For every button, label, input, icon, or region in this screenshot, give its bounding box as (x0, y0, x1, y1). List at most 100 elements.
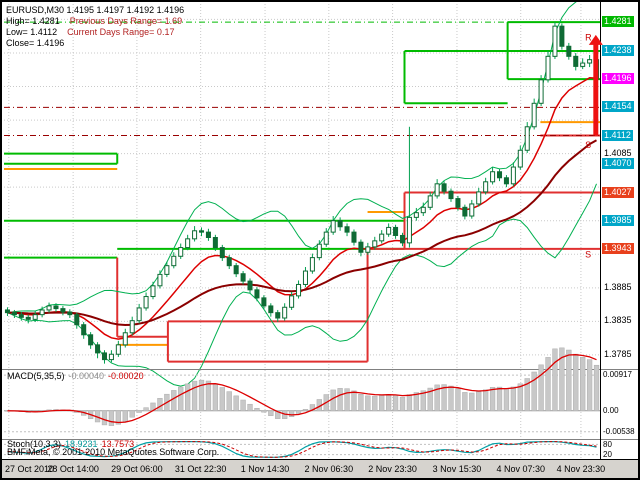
candle-body (496, 171, 503, 179)
price-label: 1.4281 (602, 16, 634, 28)
macd-histogram-bar (476, 391, 482, 412)
candle-body (462, 206, 468, 217)
candle-body (282, 306, 288, 319)
price-label: 1.3943 (602, 242, 634, 254)
macd-histogram-bar (469, 392, 475, 412)
macd-histogram-bar (496, 386, 503, 412)
candle-body (95, 344, 101, 354)
candle-body (53, 305, 59, 310)
candle-body (427, 195, 433, 208)
macd-histogram-bar (448, 385, 454, 412)
signal-arrow-head (588, 34, 603, 45)
candle-body (517, 149, 523, 168)
candle-body (88, 334, 94, 346)
macd-histogram-bar (268, 410, 274, 416)
macd-histogram-bar (573, 353, 579, 412)
candle-body (74, 314, 80, 326)
macd-histogram-bar (538, 364, 544, 412)
macd-histogram-bar (566, 349, 572, 412)
candle-body (483, 181, 489, 193)
macd-histogram-bar (288, 410, 295, 417)
time-axis[interactable]: 27 Oct 2010 28 Oct 14:00 29 Oct 06:00 31 Oc… (2, 459, 638, 478)
macd-histogram-bar (580, 356, 586, 412)
candle-body (129, 320, 135, 334)
macd-histogram-bar (240, 399, 246, 412)
price-label: 1.4196 (602, 73, 634, 85)
time-label: 4 Nov 07:30 (496, 464, 545, 474)
candle-body (46, 305, 52, 311)
macd-histogram-bar (455, 388, 461, 412)
candle-body (580, 62, 586, 67)
macd-histogram-bar (157, 398, 163, 412)
macd-histogram-bar (136, 410, 142, 413)
macd-histogram-bar (385, 394, 392, 412)
candle-body (171, 255, 177, 267)
stoch-value-d: 13.7573 (101, 439, 135, 449)
candle-body (60, 308, 66, 313)
time-label: 2 Nov 23:30 (368, 464, 417, 474)
price-label: 1.4070 (602, 157, 634, 169)
candle-body (545, 55, 551, 81)
candle-body (399, 234, 406, 244)
macd-histogram-bar (344, 388, 350, 412)
candle-body (503, 177, 509, 185)
macd-histogram-bar (358, 394, 364, 412)
candle-body (413, 212, 419, 218)
candle-body (316, 243, 322, 259)
macd-histogram-bar (226, 391, 232, 412)
macd-axis-label: -0.00538 (603, 426, 635, 436)
candle-body (372, 240, 378, 248)
candle-body (344, 226, 350, 233)
candle-body (358, 241, 364, 253)
candle-body (108, 353, 114, 361)
pivot-letter: R (585, 33, 592, 43)
candle-body (552, 25, 558, 57)
macd-histogram-bar (275, 410, 281, 419)
candle-body (4, 309, 10, 314)
candle-body (406, 216, 412, 244)
macd-histogram-bar (122, 410, 128, 422)
price-label: 1.4238 (602, 44, 634, 56)
candle-body (25, 316, 31, 320)
candle-body (81, 324, 87, 336)
price-label: 1.3985 (602, 214, 634, 226)
candle-body (212, 236, 218, 249)
pivot-letter: S (585, 249, 591, 259)
candle-body (101, 352, 108, 361)
macd-histogram-bar (379, 395, 385, 412)
candle-body (337, 220, 343, 228)
ma-fast-line (7, 77, 597, 340)
macd-histogram-bar (295, 410, 302, 414)
platform-copyright: BMFiMeta, © 2001-2010 MetaQuotes Softwar… (7, 447, 220, 457)
candle-body (115, 344, 121, 355)
time-label: 2 Nov 06:30 (304, 464, 354, 474)
macd-histogram-bar (372, 395, 378, 412)
macd-histogram-bar (178, 386, 184, 412)
candle-body (67, 311, 73, 316)
macd-value-signal: -0.00020 (108, 371, 144, 381)
candle-body (226, 257, 232, 267)
macd-histogram-bar (101, 410, 108, 426)
macd-name: MACD(5,35,5) (7, 371, 65, 381)
macd-histogram-bar (309, 404, 316, 412)
macd-histogram-bar (261, 410, 267, 413)
candle-body (122, 332, 128, 346)
candle-body (420, 206, 426, 214)
macd-axis-label: 0.00917 (603, 370, 632, 380)
macd-histogram-bar (503, 388, 510, 412)
candle-body (510, 166, 516, 185)
candle-body (455, 198, 461, 208)
price-axis[interactable]: 1.4281 1.4238 1.4196 1.4154 1.4112 1.4085 1.40… (601, 2, 638, 459)
candle-body (150, 285, 156, 298)
macd-signal-line (7, 354, 597, 424)
low-label: Low= 1.4112 (6, 27, 58, 37)
candle-body (566, 45, 572, 57)
candle-body (247, 280, 253, 291)
macd-histogram-bar (420, 390, 426, 412)
comment-line: High= 1.4281 Previous Days Range= 1.69 (6, 16, 184, 27)
bollinger-lower-band (7, 183, 597, 387)
candle-body (254, 289, 260, 299)
candle-body (240, 273, 246, 282)
candle-body (531, 102, 537, 128)
